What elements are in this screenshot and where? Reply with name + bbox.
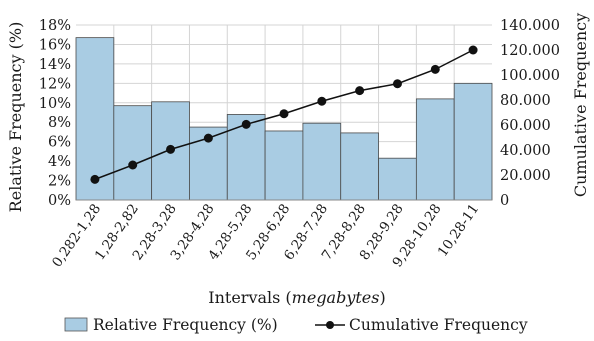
line-point: [241, 119, 251, 129]
right-axis-title: Cumulative Frequency: [571, 13, 590, 197]
bar: [302, 122, 342, 201]
left-tick-label: 14%: [39, 57, 71, 73]
legend-bar-swatch: [64, 317, 88, 332]
line-point: [166, 144, 176, 154]
left-tick-label: 10%: [39, 96, 71, 112]
bar: [340, 132, 379, 201]
right-tick-label: 140.000: [500, 18, 560, 34]
right-tick-label: 20.000: [500, 168, 551, 184]
left-axis-ticks: 0% 2% 4% 6% 8% 10% 12% 14% 16% 18%: [39, 18, 71, 209]
x-axis-title-start: Intervals (: [208, 288, 291, 307]
line-point: [128, 160, 138, 170]
left-tick-label: 2%: [48, 174, 71, 190]
line-point: [392, 79, 402, 89]
right-tick-label: 120.000: [500, 43, 560, 59]
line-series: [90, 45, 478, 184]
bar: [264, 130, 304, 201]
x-axis-title-unit: megabytes: [292, 288, 380, 307]
left-tick-label: 0%: [48, 193, 71, 209]
x-axis-title: Intervals (megabytes): [208, 288, 385, 307]
right-tick-label: 100.000: [500, 68, 560, 84]
x-axis-ticks: 0,282-1,281,28-2,822,28-3,283,28-4,284,2…: [49, 201, 482, 270]
bar: [75, 37, 115, 201]
bar: [453, 82, 493, 201]
bar: [378, 157, 417, 201]
left-tick-label: 16%: [39, 37, 71, 53]
right-tick-label: 40.000: [500, 143, 551, 159]
left-tick-label: 8%: [48, 115, 71, 131]
left-tick-label: 18%: [39, 18, 71, 34]
right-tick-label: 80.000: [500, 93, 551, 109]
line-point: [430, 64, 440, 74]
legend-bar-label: Relative Frequency (%): [93, 316, 278, 334]
bar: [415, 98, 455, 201]
line-point: [203, 133, 213, 143]
left-tick-label: 12%: [39, 76, 71, 92]
x-tick-label: 0,282-1,28: [49, 201, 104, 270]
right-tick-label: 60.000: [500, 118, 551, 134]
legend: Relative Frequency (%) Cumulative Freque…: [64, 316, 528, 334]
legend-line-marker: [326, 321, 334, 329]
right-axis-ticks: 0 20.000 40.000 60.000 80.000 100.000 120.000 1…: [500, 18, 560, 209]
line-point: [317, 96, 327, 106]
line-point: [468, 45, 478, 55]
left-axis-title: Relative Frequency (%): [6, 22, 25, 213]
bar-series: [75, 37, 493, 201]
bar: [113, 105, 153, 201]
legend-line-label: Cumulative Frequency: [349, 316, 528, 334]
x-axis-title-end: ): [379, 288, 385, 307]
left-tick-label: 4%: [48, 154, 71, 170]
right-tick-label: 0: [500, 193, 509, 209]
line-point: [90, 174, 100, 184]
left-tick-label: 6%: [48, 135, 71, 151]
line-point: [355, 86, 365, 96]
line-point: [279, 109, 289, 119]
